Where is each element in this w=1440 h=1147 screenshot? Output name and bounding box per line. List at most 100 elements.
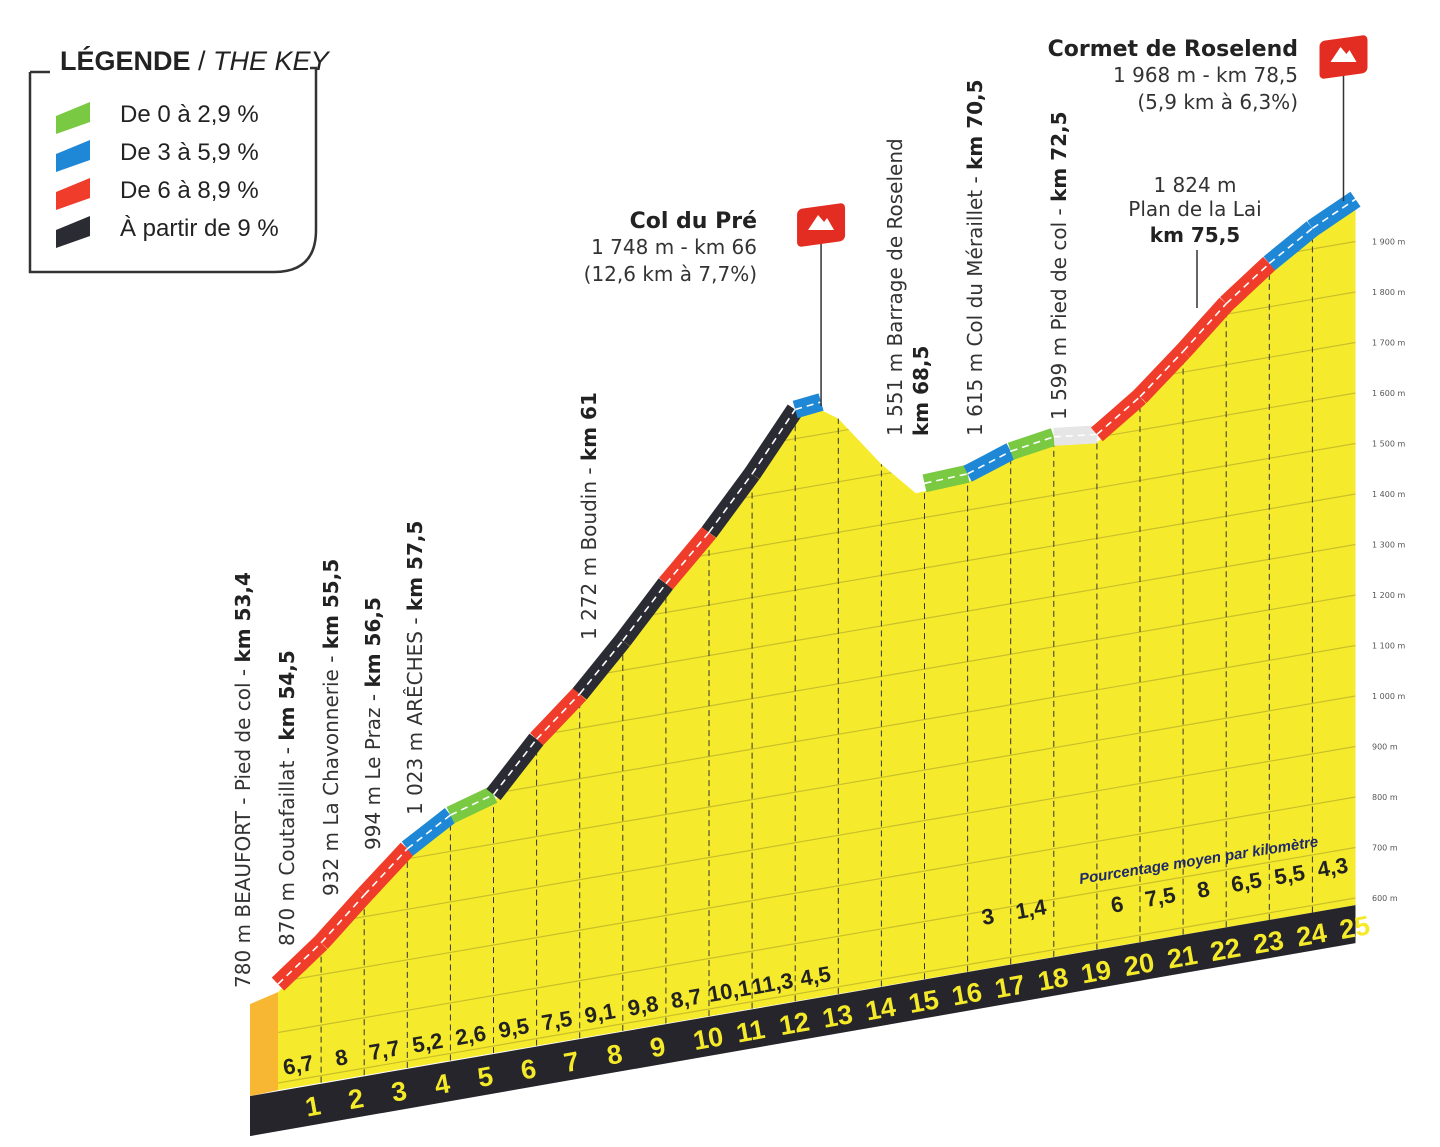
y-tick-label: 1 700 m bbox=[1372, 339, 1405, 348]
legend-item-label: De 6 à 8,9 % bbox=[120, 177, 259, 204]
y-tick-label: 1 200 m bbox=[1372, 591, 1405, 600]
y-tick-label: 1 400 m bbox=[1372, 490, 1405, 499]
gradient-band-centerline bbox=[536, 693, 581, 740]
legend-item-label: De 0 à 2,9 % bbox=[120, 101, 259, 128]
km-tick-label: 15 bbox=[906, 984, 941, 1019]
gradient-value: 4,5 bbox=[798, 961, 832, 991]
km-tick-label: 2 bbox=[346, 1083, 366, 1115]
gradient-value: 8 bbox=[1195, 876, 1211, 903]
y-tick-label: 1 600 m bbox=[1372, 389, 1405, 398]
legend: LÉGENDE / THE KEY De 0 à 2,9 % De 3 à 5,9… bbox=[28, 45, 331, 274]
legend-swatch bbox=[56, 140, 90, 172]
km-tick-label: 13 bbox=[820, 999, 855, 1034]
y-tick-label: 1 500 m bbox=[1372, 440, 1405, 449]
gradient-band-centerline bbox=[320, 894, 365, 944]
waypoint-labels: 780 m BEAUFORT - Pied de col - km 53,4 8… bbox=[231, 79, 1071, 988]
chart-layer: 1 2 3 4 5 6 7 8 9 10 11 12 13 14 15 16 17 18 19 20 21 22 23 24 2… bbox=[250, 35, 1405, 1137]
gradient-value: 5,2 bbox=[410, 1028, 444, 1058]
summit-climb-stats: (5,9 km à 6,3%) bbox=[1137, 90, 1298, 114]
km-tick-label: 18 bbox=[1036, 962, 1071, 997]
gradient-value: 2,6 bbox=[453, 1020, 487, 1050]
km-tick-label: 5 bbox=[475, 1061, 495, 1093]
km-tick-label: 9 bbox=[648, 1031, 668, 1063]
waypoint-label: 932 m La Chavonnerie - km 55,5 bbox=[319, 559, 343, 896]
plan-de-la-lai-label: 1 824 m Plan de la Lai km 75,5 bbox=[1128, 173, 1262, 308]
km-tick-label: 20 bbox=[1122, 947, 1157, 982]
gradient-band-centerline bbox=[924, 473, 968, 485]
summit-climb-stats: (12,6 km à 7,7%) bbox=[584, 262, 757, 286]
legend-swatch bbox=[56, 102, 90, 134]
km-tick-label: 11 bbox=[734, 1014, 767, 1049]
km-tick-label: 1 bbox=[303, 1090, 323, 1122]
gradient-value: 3 bbox=[980, 903, 996, 930]
waypoint-label: 1 615 m Col du Méraillet - km 70,5 bbox=[963, 79, 987, 436]
gradient-value: 7,5 bbox=[540, 1006, 574, 1036]
gradient-band-centerline bbox=[406, 814, 451, 850]
gradient-value: 5,5 bbox=[1272, 860, 1306, 890]
gradient-band-centerline bbox=[1311, 198, 1356, 229]
gradient-value: 4,3 bbox=[1315, 852, 1349, 882]
gradient-band-segment bbox=[659, 526, 716, 590]
grid-line bbox=[278, 846, 1356, 1034]
gradient-band-centerline bbox=[363, 848, 408, 896]
gradient-value: 6 bbox=[1109, 891, 1125, 918]
gradient-value: 8,7 bbox=[669, 983, 703, 1013]
gradient-value: 6,7 bbox=[281, 1050, 315, 1080]
gradient-value: 6,5 bbox=[1229, 867, 1263, 897]
summit-altitude: 1 968 m - km 78,5 bbox=[1113, 63, 1298, 87]
gradient-band-centerline bbox=[450, 793, 494, 816]
gradient-band-centerline bbox=[277, 942, 322, 985]
km-tick-label: 17 bbox=[993, 969, 1028, 1004]
summit-flag-icon bbox=[1319, 35, 1368, 79]
legend-item-label: À partir de 9 % bbox=[120, 215, 279, 242]
summit-altitude: 1 748 m - km 66 bbox=[591, 235, 757, 259]
km-tick-label: 4 bbox=[432, 1068, 452, 1100]
y-tick-label: 1 000 m bbox=[1372, 692, 1405, 701]
plan-lai-km: km 75,5 bbox=[1150, 223, 1240, 247]
gradient-value: 1,4 bbox=[1014, 894, 1049, 924]
gradient-band-segment bbox=[615, 578, 674, 647]
plan-lai-altitude: 1 824 m bbox=[1153, 173, 1236, 197]
summit-cormet-de-roselend: Cormet de Roselend 1 968 m - km 78,5 (5,… bbox=[1048, 37, 1298, 114]
gradient-band-centerline bbox=[1182, 303, 1227, 353]
summit-col-du-pre: Col du Pré 1 748 m - km 66 (12,6 km à 7,… bbox=[584, 209, 757, 286]
km-tick-label: 19 bbox=[1079, 955, 1114, 990]
plan-lai-name: Plan de la Lai bbox=[1128, 197, 1261, 221]
gradient-band-segment bbox=[572, 634, 630, 700]
grid-line bbox=[278, 897, 1356, 1084]
km-tick-label: 22 bbox=[1208, 932, 1243, 967]
waypoint-label: 994 m Le Praz - km 56,5 bbox=[361, 597, 385, 850]
waypoint-label: 1 551 m Barrage de Roselend bbox=[883, 138, 907, 436]
gradient-value: 7,7 bbox=[367, 1035, 401, 1065]
km-tick-label: 16 bbox=[949, 977, 984, 1012]
gradient-band-centerline bbox=[751, 409, 796, 475]
gradient-value: 9,1 bbox=[583, 998, 617, 1028]
waypoint-label: 780 m BEAUFORT - Pied de col - km 53,4 bbox=[231, 572, 255, 988]
y-tick-label: 900 m bbox=[1372, 743, 1398, 752]
waypoint-label: 1 599 m Pied de col - km 72,5 bbox=[1047, 111, 1071, 420]
legend-title: LÉGENDE / THE KEY bbox=[60, 45, 331, 76]
km-tick-label: 21 bbox=[1165, 940, 1200, 975]
gradient-band-centerline bbox=[967, 450, 1012, 475]
km-tick-label: 8 bbox=[605, 1039, 625, 1071]
mountain-icon bbox=[808, 215, 835, 230]
km-tick-label: 6 bbox=[518, 1053, 538, 1085]
km-tick-label: 10 bbox=[691, 1021, 726, 1056]
y-tick-label: 1 900 m bbox=[1372, 238, 1405, 247]
waypoint-label-km: km 68,5 bbox=[909, 346, 933, 436]
summit-name: Col du Pré bbox=[630, 209, 757, 234]
gradient-band-centerline bbox=[794, 401, 822, 411]
gradient-band-centerline bbox=[1268, 227, 1313, 265]
grid-line bbox=[278, 745, 1356, 933]
mountain-icon bbox=[1330, 47, 1357, 62]
km-tick-label: 23 bbox=[1251, 925, 1286, 960]
gradient-value: 7,5 bbox=[1143, 882, 1177, 912]
gradient-band-centerline bbox=[1225, 262, 1270, 305]
gradient-band-segment bbox=[486, 733, 544, 801]
gradient-band-centerline bbox=[1139, 350, 1184, 398]
gradient-value: 9,8 bbox=[626, 991, 660, 1021]
legend-item-label: De 3 à 5,9 % bbox=[120, 139, 259, 166]
km-tick-label: 3 bbox=[389, 1076, 409, 1108]
waypoint-label: 870 m Coutafaillat - km 54,5 bbox=[275, 650, 299, 946]
km-tick-label: 12 bbox=[777, 1006, 812, 1041]
